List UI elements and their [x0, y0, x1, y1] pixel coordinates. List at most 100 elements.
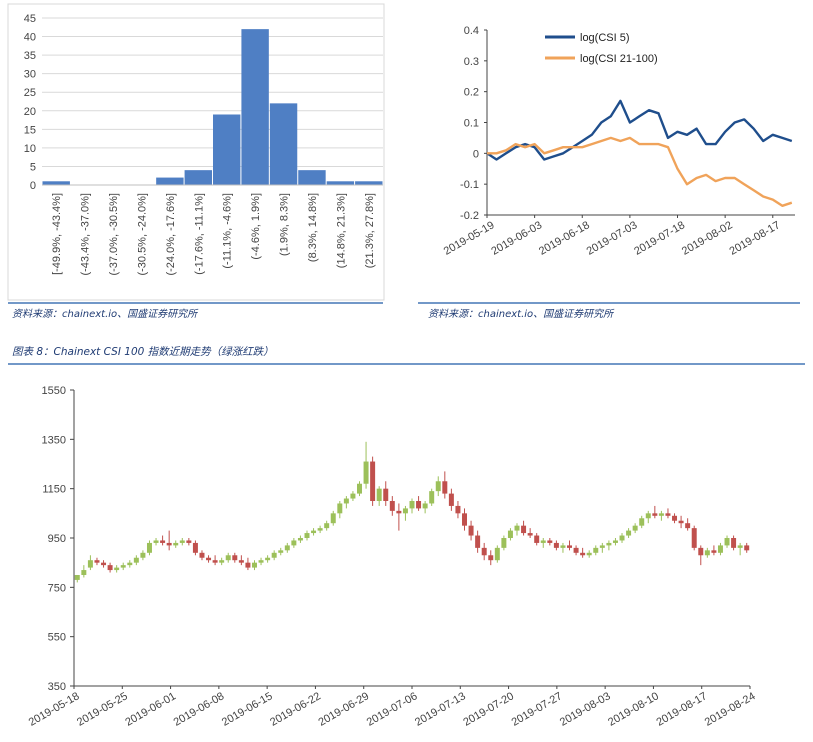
- hist-y-tick: 30: [24, 69, 36, 81]
- candle-body: [560, 545, 566, 548]
- hist-y-tick: 10: [24, 143, 36, 155]
- candle-body: [330, 513, 336, 524]
- candle-body: [448, 493, 454, 506]
- candle-body: [304, 533, 310, 538]
- histogram-frame: [7, 3, 385, 301]
- candle-body: [146, 542, 152, 553]
- candle-body: [153, 540, 159, 543]
- candle-body: [494, 547, 500, 561]
- hist-x-tick: (8.3%, 14.8%]: [307, 193, 319, 262]
- candle-x-tick: 2019-06-22: [268, 690, 323, 729]
- candle-x-tick: 2019-07-06: [365, 690, 420, 729]
- candle-y-tick: 1550: [42, 385, 66, 397]
- candle-body: [488, 555, 494, 561]
- candle-body: [409, 501, 415, 509]
- candle-body: [672, 515, 678, 521]
- candlestick-chart: 3505507509501150135015502019-05-182019-0…: [27, 385, 758, 729]
- line-y-tick: -0.2: [460, 210, 479, 222]
- candle-body: [422, 503, 428, 509]
- left-source-note: 资料来源：chainext.io、国盛证券研究所: [12, 308, 199, 320]
- hist-bar: [213, 114, 241, 185]
- candle-body: [212, 560, 218, 563]
- hist-bar: [184, 170, 212, 185]
- candle-body: [245, 562, 251, 568]
- hist-bar: [241, 29, 269, 186]
- hist-y-tick: 0: [30, 180, 36, 192]
- candle-body: [232, 555, 238, 561]
- candle-body: [737, 545, 743, 548]
- legend-label-1: log(CSI 21-100): [580, 53, 658, 65]
- candle-body: [343, 498, 349, 504]
- candle-body: [101, 562, 107, 566]
- candle-body: [540, 540, 546, 543]
- hist-y-tick: 40: [24, 32, 36, 44]
- hist-x-tick: (-37.0%, -30.5%]: [108, 193, 120, 276]
- candle-body: [442, 481, 448, 494]
- candle-body: [225, 555, 231, 561]
- hist-x-tick: (1.9%, 8.3%]: [279, 193, 291, 256]
- candle-body: [462, 513, 467, 526]
- candle-body: [455, 505, 461, 514]
- candle-body: [521, 525, 527, 534]
- hist-x-tick: (-11.1%, -4.6%]: [222, 193, 234, 269]
- candle-body: [337, 503, 343, 514]
- candle-body: [665, 513, 671, 516]
- candle-body: [120, 565, 126, 568]
- candle-body: [74, 575, 80, 580]
- candle-body: [507, 530, 513, 538]
- candle-body: [678, 520, 684, 524]
- candle-body: [107, 565, 113, 571]
- line-y-tick: 0.2: [464, 87, 479, 99]
- candle-x-tick: 2019-08-17: [654, 690, 709, 729]
- candle-body: [357, 483, 362, 494]
- candle-body: [534, 535, 540, 543]
- hist-x-tick: (-4.6%, 1.9%]: [250, 193, 262, 260]
- histogram-chart: 0 5 10 15 20 25 30 35 40 45 [-49.9%, -43.4%] (-43.4…: [7, 3, 385, 301]
- candle-body: [429, 491, 435, 504]
- candle-body: [396, 510, 402, 514]
- candle-x-tick: 2019-06-01: [123, 690, 178, 729]
- hist-x-tick: (14.8%, 21.3%]: [335, 193, 347, 268]
- candle-body: [645, 513, 651, 519]
- line-x-tick: 2019-06-03: [489, 219, 544, 258]
- figure-caption: 图表 8：Chainext CSI 100 指数近期走势（绿涨红跌）: [12, 346, 274, 358]
- candle-body: [691, 528, 697, 548]
- right-source-note: 资料来源：chainext.io、国盛证券研究所: [428, 308, 615, 320]
- candle-body: [166, 542, 172, 546]
- candle-body: [350, 493, 356, 499]
- hist-x-tick: (-30.5%, -24.0%]: [136, 193, 148, 276]
- candle-body: [612, 540, 618, 543]
- candle-x-tick: 2019-07-13: [413, 690, 468, 729]
- candle-body: [87, 560, 93, 568]
- candle-x-tick: 2019-06-29: [316, 690, 371, 729]
- candle-body: [639, 518, 645, 526]
- candle-x-tick: 2019-07-20: [461, 690, 516, 729]
- candle-body: [317, 528, 323, 531]
- hist-x-tick: (-17.6%, -11.1%]: [193, 193, 205, 275]
- candle-y-tick: 750: [48, 582, 66, 594]
- candle-body: [389, 501, 395, 511]
- candle-body: [435, 481, 441, 492]
- candle-body: [711, 550, 717, 553]
- candle-y-tick: 1350: [42, 434, 66, 446]
- candle-x-tick: 2019-06-15: [220, 690, 275, 729]
- candle-body: [383, 488, 389, 501]
- line-y-tick: -0.1: [460, 179, 479, 191]
- candle-body: [580, 552, 586, 556]
- candle-body: [199, 552, 205, 558]
- hist-x-tick: (-43.4%, -37.0%]: [80, 193, 92, 276]
- candle-body: [658, 513, 664, 516]
- candle-body: [133, 557, 139, 563]
- candle-body: [586, 552, 592, 556]
- candle-body: [206, 557, 212, 561]
- candle-body: [238, 560, 244, 563]
- candle-body: [179, 540, 185, 543]
- candle-body: [573, 547, 579, 553]
- candle-body: [376, 488, 382, 501]
- series-line-0: [486, 99, 793, 161]
- candle-body: [685, 523, 691, 529]
- line-x-tick: 2019-08-02: [680, 219, 735, 258]
- hist-x-tick: (-24.0%, -17.6%]: [165, 193, 177, 276]
- candle-x-tick: 2019-08-24: [703, 690, 758, 729]
- candle-body: [311, 530, 317, 534]
